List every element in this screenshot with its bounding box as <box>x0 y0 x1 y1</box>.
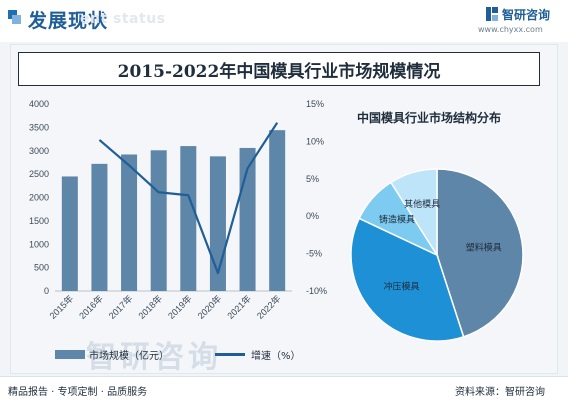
pie-slice <box>436 168 524 338</box>
y-left-tick-label: 500 <box>34 263 49 273</box>
header-title: 发展现状 <box>28 10 109 32</box>
footer-tagline: 精品报告 · 专项定制 · 品质服务 <box>8 387 148 398</box>
y-right-tick-label: -10% <box>306 286 327 296</box>
y-right-tick-label: -5% <box>306 249 322 259</box>
pie-slice-label: 塑料模具 <box>466 242 502 254</box>
bar <box>91 163 108 291</box>
pie-slice-label: 冲压模具 <box>384 280 420 292</box>
bar <box>269 130 286 291</box>
brand-name: 智研咨询 <box>502 8 551 22</box>
y-left-tick-label: 3500 <box>29 122 49 132</box>
x-tick-label: 2018年 <box>136 293 164 321</box>
growth-line <box>98 122 279 275</box>
x-tick-label: 2017年 <box>106 293 134 321</box>
pie-slice <box>389 168 438 258</box>
header-subtitle: ent status <box>80 11 166 27</box>
legend-line-label: 增速（%） <box>251 350 301 362</box>
bar <box>180 146 197 291</box>
x-tick-label: 2016年 <box>77 293 105 321</box>
footer-source: 资料来源：智研咨询 <box>455 387 545 398</box>
header: 发展现状 ent status 智研咨询 www.chyxx.com <box>0 0 568 42</box>
chart-main-title: 2015-2022年中国模具行业市场规模情况 <box>18 52 540 86</box>
legend-line-swatch <box>215 352 245 356</box>
y-left-tick-label: 3000 <box>29 146 49 156</box>
y-left-tick-label: 2500 <box>29 169 49 179</box>
header-decor-square <box>8 10 17 19</box>
y-right-tick-label: 15% <box>306 99 324 109</box>
footer: 精品报告 · 专项定制 · 品质服务 资料来源：智研咨询 <box>0 376 568 400</box>
header-decor-square-light <box>12 15 21 24</box>
legend-bar-label: 市场规模（亿元） <box>89 350 169 362</box>
x-tick-label: 2019年 <box>165 293 193 321</box>
y-left-tick-label: 2000 <box>29 193 49 203</box>
pie-slice-label: 其他模具 <box>404 198 440 210</box>
pie-slice-label: 铸造模具 <box>379 214 415 226</box>
pie-slice <box>350 217 465 342</box>
y-right-tick-label: 0% <box>306 211 319 221</box>
brand-url: www.chyxx.com <box>478 25 543 34</box>
brand-logo-icon <box>486 7 498 21</box>
pie-chart-title: 中国模具行业市场结构分布 <box>357 111 502 125</box>
x-tick-label: 2015年 <box>47 293 75 321</box>
y-left-tick-label: 4000 <box>29 99 49 109</box>
y-right-tick-label: 10% <box>306 136 324 146</box>
y-left-tick-label: 1500 <box>29 216 49 226</box>
y-right-tick-label: 5% <box>306 174 319 184</box>
x-tick-label: 2022年 <box>254 293 282 321</box>
x-tick-label: 2020年 <box>195 293 223 321</box>
legend-bar-swatch <box>55 349 85 359</box>
x-tick-label: 2021年 <box>225 293 253 321</box>
watermark: 智研咨询 <box>86 340 222 375</box>
bar <box>121 154 138 291</box>
chart-legend: 市场规模（亿元） 增速（%） <box>55 347 301 362</box>
y-left-tick-label: 0 <box>44 286 49 296</box>
bar <box>150 150 167 291</box>
y-left-tick-label: 1000 <box>29 239 49 249</box>
bar <box>61 176 78 291</box>
